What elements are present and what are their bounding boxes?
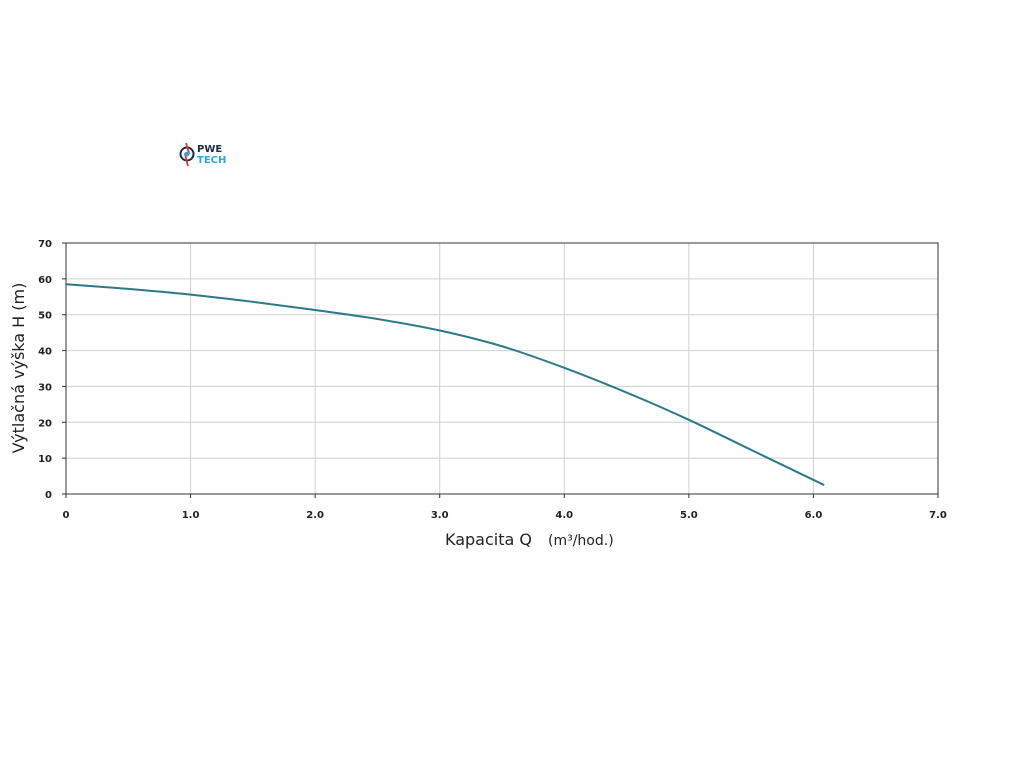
y-axis-ticks: 0 10 20 30 40 50 60 70 — [38, 239, 66, 501]
x-tick-label: 4.0 — [555, 510, 573, 521]
x-tick-label: 1.0 — [182, 510, 200, 521]
logo-line1: PWE — [197, 144, 222, 155]
x-tick-label: 2.0 — [306, 510, 324, 521]
y-tick-label: 20 — [38, 418, 52, 429]
logo-line2: TECH — [197, 155, 226, 166]
series-line-0 — [65, 283, 825, 486]
x-axis-title: Kapacita Q — [445, 530, 532, 549]
x-tick-label: 5.0 — [680, 510, 698, 521]
y-axis-title: Výtlačná výška H (m) — [9, 283, 28, 454]
y-tick-label: 30 — [38, 382, 52, 393]
x-axis-ticks: 0 1.0 2.0 3.0 4.0 5.0 6.0 7.0 — [63, 494, 947, 521]
pwe-tech-logo: PWE TECH — [179, 142, 226, 167]
y-tick-label: 0 — [45, 490, 52, 501]
x-tick-label: 3.0 — [431, 510, 449, 521]
y-tick-label: 60 — [38, 275, 52, 286]
grid — [65, 242, 939, 495]
x-axis-unit: (m³/hod.) — [548, 533, 614, 549]
x-tick-label: 7.0 — [929, 510, 947, 521]
y-tick-label: 50 — [38, 311, 52, 322]
y-tick-label: 70 — [38, 239, 52, 250]
x-tick-label: 0 — [63, 510, 70, 521]
logo-mark-icon — [179, 142, 195, 167]
x-tick-label: 6.0 — [805, 510, 823, 521]
plot-frame — [65, 242, 939, 495]
y-tick-label: 10 — [38, 454, 52, 465]
y-tick-label: 40 — [38, 347, 52, 358]
series-layer — [65, 283, 825, 486]
